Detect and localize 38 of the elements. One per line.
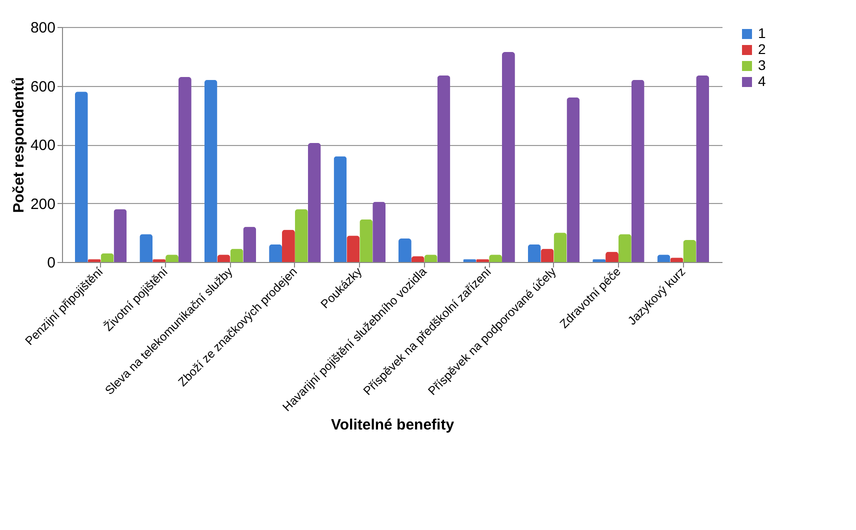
bar (269, 244, 282, 262)
bar (74, 92, 88, 262)
bar (114, 209, 127, 262)
bar (540, 248, 554, 262)
bar (631, 80, 644, 262)
bar (502, 52, 515, 262)
bar (282, 230, 295, 262)
bar (204, 80, 218, 262)
bar (618, 234, 632, 262)
bar (243, 226, 256, 262)
bar (566, 98, 580, 262)
bar (372, 202, 386, 262)
bar (346, 236, 360, 262)
legend-label: 2 (758, 41, 766, 57)
bar (178, 76, 192, 262)
x-axis-title: Volitelné benefity (330, 416, 455, 434)
y-tick-label: 400 (30, 137, 56, 154)
legend-label: 1 (758, 25, 766, 41)
bar (140, 234, 153, 262)
bar (696, 75, 710, 262)
bar (230, 248, 244, 262)
bar (360, 219, 373, 262)
bar (308, 143, 321, 262)
bar (100, 253, 114, 262)
y-tick-label: 0 (47, 254, 56, 272)
legend-label: 3 (758, 57, 766, 73)
bar (334, 156, 347, 262)
y-axis-title: Počet respondentů (10, 77, 28, 213)
bar (437, 75, 450, 262)
bar (398, 238, 412, 262)
bar (554, 232, 567, 262)
y-tick-label: 600 (30, 78, 56, 96)
bar (683, 240, 696, 262)
y-tick-label: 800 (30, 20, 56, 36)
y-tick-label: 200 (30, 196, 56, 213)
bar (294, 209, 308, 262)
bar (528, 244, 541, 262)
legend-label: 4 (758, 73, 766, 89)
